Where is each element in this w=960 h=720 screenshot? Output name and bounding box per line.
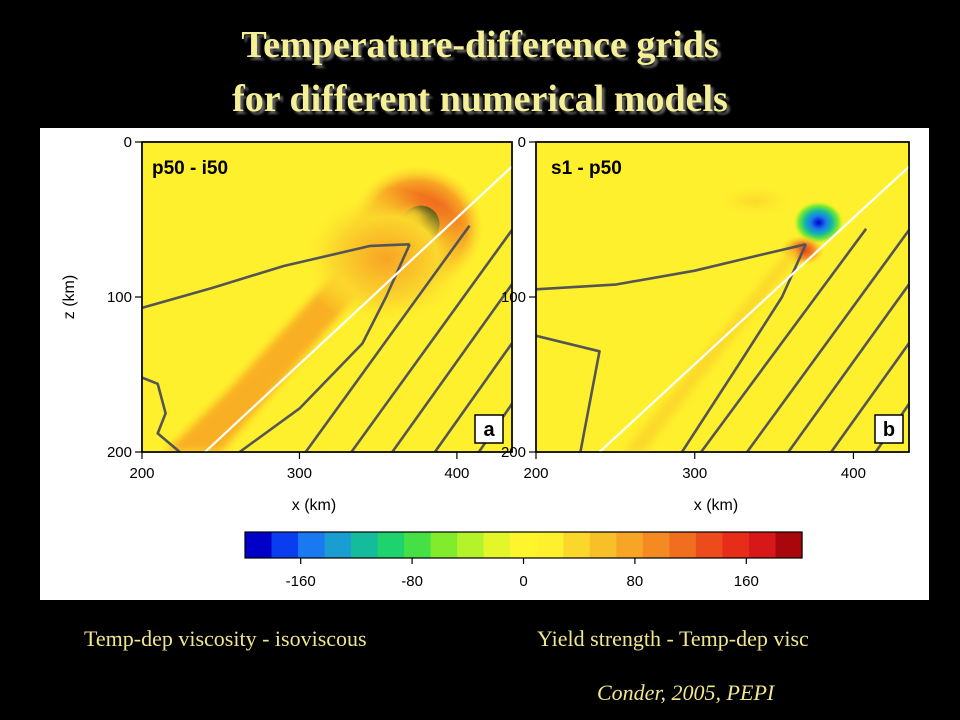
- y-tick-label: 200: [501, 444, 526, 461]
- figure-svg: 200 300 400 0 100 200 p50 - i50 a x (km) z (k…: [61, 134, 910, 590]
- x-tick-label: 200: [523, 465, 548, 482]
- contour-line-0: [536, 243, 807, 291]
- panel-b-letter: b: [883, 419, 895, 441]
- colorbar-cell: [457, 532, 485, 558]
- contour-line-0: [142, 243, 410, 310]
- colorbar-cells: [245, 532, 803, 558]
- colorbar-cell: [377, 532, 405, 558]
- colorbar-tick-label: -160: [286, 573, 316, 590]
- colorbar-cell: [775, 532, 803, 558]
- colorbar-tick-label: -80: [401, 573, 423, 590]
- colorbar-cell: [271, 532, 299, 558]
- colorbar-cell: [589, 532, 617, 558]
- x-tick-label: 400: [841, 465, 866, 482]
- contour-line-5: [391, 282, 512, 452]
- panel-b-title: s1 - p50: [551, 158, 622, 179]
- panel-b-xlabel: x (km): [694, 497, 738, 514]
- colorbar-cell: [351, 532, 379, 558]
- contour-line-3: [700, 228, 868, 452]
- panel-a-slab-line: [204, 165, 512, 452]
- panel-a-letter-box: [474, 414, 504, 444]
- panel-a-title: p50 - i50: [152, 158, 228, 179]
- contour-line-1: [680, 243, 807, 452]
- panel-a-ylabel: z (km): [61, 275, 78, 319]
- colorbar-cell: [536, 532, 564, 558]
- colorbar-cell: [483, 532, 511, 558]
- panel-b-slab-line: [598, 165, 909, 452]
- x-tick-label: 200: [129, 465, 154, 482]
- colorbar-cell: [510, 532, 538, 558]
- colorbar-cell: [748, 532, 777, 558]
- slide-title-line2: for different numerical models: [232, 78, 728, 120]
- warm-streak-fill: [623, 247, 803, 452]
- figure: 200 300 400 0 100 200 p50 - i50 a x (km) z (k…: [40, 128, 929, 600]
- contour-line-1: [238, 243, 411, 452]
- contour-line-5: [787, 282, 909, 452]
- contour-line-6: [433, 340, 512, 452]
- colorbar-tick-label: 80: [627, 573, 644, 590]
- panel-b-letter-box: [874, 414, 904, 444]
- colorbar-cell: [669, 532, 697, 558]
- panel-a: 200 300 400 0 100 200 p50 - i50 a x (km) z (k…: [61, 134, 513, 514]
- caption-left: Temp-dep viscosity - isoviscous: [84, 626, 367, 651]
- colorbar-cell: [695, 532, 724, 558]
- contour-line-4: [350, 227, 512, 452]
- contour-line-3: [304, 224, 471, 452]
- x-tick-label: 300: [287, 465, 312, 482]
- colorbar-ticks: -160 -80 0 80 160: [286, 558, 759, 590]
- colorbar-cell: [563, 532, 591, 558]
- slab-interface-line: [204, 165, 512, 452]
- colorbar-tick-label: 0: [519, 573, 527, 590]
- warm-halo-fill: [299, 188, 473, 329]
- y-tick-label: 0: [518, 134, 526, 151]
- colorbar-tick-label: 160: [734, 573, 759, 590]
- panel-a-letter: a: [483, 419, 495, 441]
- citation: Conder, 2005, PEPI: [597, 680, 775, 705]
- panel-b-ticks: 200 300 400 0 100 200: [501, 134, 866, 482]
- panel-b: 200 300 400 0 100 200 s1 - p50 b x (km): [501, 134, 910, 514]
- contour-line-4: [746, 227, 909, 452]
- colorbar-cell: [324, 532, 352, 558]
- panel-a-xlabel: x (km): [292, 497, 336, 514]
- colorbar-cell: [404, 532, 432, 558]
- panel-b-contours: [536, 227, 909, 452]
- colorbar: -160 -80 0 80 160: [244, 531, 803, 590]
- colorbar-cell: [430, 532, 458, 558]
- y-tick-label: 100: [501, 289, 526, 306]
- contour-line-2: [142, 376, 181, 452]
- weak-warm-fill: [710, 182, 800, 220]
- y-tick-label: 100: [107, 289, 132, 306]
- x-tick-label: 400: [444, 465, 469, 482]
- slab-interface-line: [598, 165, 909, 452]
- contour-line-2: [536, 334, 601, 452]
- caption-right: Yield strength - Temp-dep visc: [537, 626, 809, 651]
- panel-a-anomaly-fill: [165, 165, 484, 452]
- contour-line-6: [830, 341, 909, 452]
- colorbar-cell: [642, 532, 670, 558]
- cold-anomaly-fill: [793, 200, 844, 245]
- colorbar-cell: [245, 532, 273, 558]
- colorbar-cell: [722, 532, 750, 558]
- slide-title-line1: Temperature-difference grids: [241, 24, 719, 66]
- y-tick-label: 0: [124, 134, 132, 151]
- panel-a-ticks: 200 300 400 0 100 200: [107, 134, 469, 482]
- colorbar-cell: [298, 532, 326, 558]
- colorbar-cell: [616, 532, 644, 558]
- x-tick-label: 300: [682, 465, 707, 482]
- y-tick-label: 200: [107, 444, 132, 461]
